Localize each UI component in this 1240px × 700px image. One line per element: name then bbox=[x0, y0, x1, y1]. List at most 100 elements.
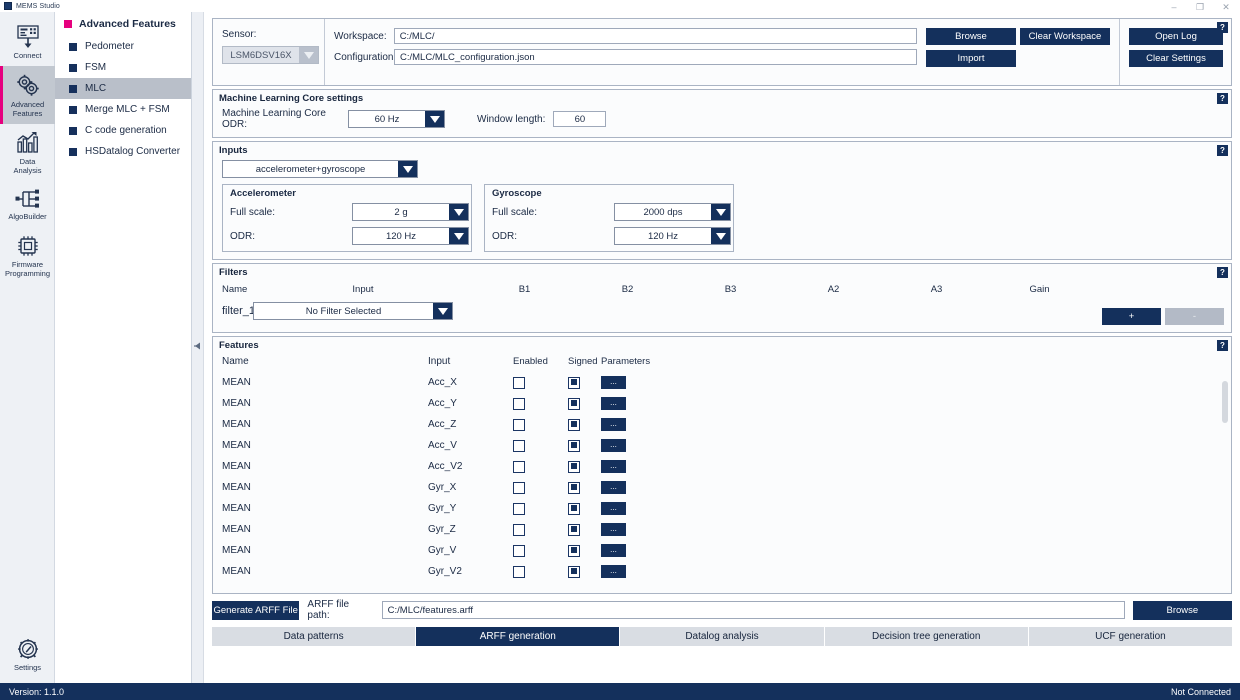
features-scrollbar[interactable] bbox=[1222, 381, 1228, 581]
feature-parameters-button[interactable]: ... bbox=[601, 460, 626, 473]
gyr-odr-value: 120 Hz bbox=[647, 230, 679, 242]
feature-parameters-button[interactable]: ... bbox=[601, 481, 626, 494]
rail-item-firmware-programming[interactable]: Firmware Programming bbox=[0, 227, 55, 284]
browse-button[interactable]: Browse bbox=[926, 28, 1016, 45]
feature-signed-checkbox[interactable] bbox=[568, 544, 580, 557]
acc-odr-select[interactable]: 120 Hz bbox=[352, 227, 469, 245]
nav-item-merge-mlc-fsm[interactable]: Merge MLC + FSM bbox=[55, 99, 191, 120]
gyr-full-scale-select[interactable]: 2000 dps bbox=[614, 203, 731, 221]
feature-input: Acc_V2 bbox=[428, 461, 463, 472]
nav-item-pedometer[interactable]: Pedometer bbox=[55, 36, 191, 57]
feature-parameters-button[interactable]: ... bbox=[601, 565, 626, 578]
sensor-select[interactable]: LSM6DSV16X bbox=[222, 46, 319, 64]
rail-label-algobuilder: AlgoBuilder bbox=[8, 212, 47, 221]
rail-item-advanced-features[interactable]: Advanced Features bbox=[0, 66, 55, 124]
feature-input: Acc_Y bbox=[428, 398, 457, 409]
feature-signed-checkbox[interactable] bbox=[568, 376, 580, 389]
feature-enabled-checkbox[interactable] bbox=[513, 481, 525, 494]
feature-signed-checkbox[interactable] bbox=[568, 502, 580, 515]
feature-enabled-checkbox[interactable] bbox=[513, 376, 525, 389]
feature-parameters-button[interactable]: ... bbox=[601, 439, 626, 452]
window-length-input[interactable] bbox=[553, 111, 607, 127]
clear-settings-button[interactable]: Clear Settings bbox=[1129, 50, 1223, 67]
nav-panel: Advanced Features Pedometer FSM MLC Merg… bbox=[55, 12, 192, 683]
sidebar-collapse-button[interactable] bbox=[192, 12, 204, 683]
help-button[interactable]: ? bbox=[1217, 340, 1228, 351]
feature-enabled-checkbox[interactable] bbox=[513, 397, 525, 410]
close-icon[interactable]: ✕ bbox=[1222, 1, 1230, 12]
help-button[interactable]: ? bbox=[1217, 145, 1228, 156]
import-button[interactable]: Import bbox=[926, 50, 1016, 67]
feature-enabled-checkbox[interactable] bbox=[513, 439, 525, 452]
feature-enabled-checkbox[interactable] bbox=[513, 544, 525, 557]
rail-item-connect[interactable]: Connect bbox=[0, 18, 55, 66]
workspace-input[interactable] bbox=[393, 28, 917, 44]
version-label: Version: 1.1.0 bbox=[9, 686, 65, 697]
feature-enabled-checkbox[interactable] bbox=[513, 418, 525, 431]
rail-item-settings[interactable]: Settings bbox=[0, 630, 55, 678]
feature-enabled-checkbox[interactable] bbox=[513, 565, 525, 578]
tab-ucf-generation[interactable]: UCF generation bbox=[1028, 627, 1233, 646]
clear-workspace-button[interactable]: Clear Workspace bbox=[1020, 28, 1110, 45]
feature-parameters-button[interactable]: ... bbox=[601, 376, 626, 389]
open-log-button[interactable]: Open Log bbox=[1129, 28, 1223, 45]
feature-enabled-checkbox[interactable] bbox=[513, 523, 525, 536]
maximize-icon[interactable]: ❐ bbox=[1195, 1, 1205, 12]
feature-parameters-button[interactable]: ... bbox=[601, 397, 626, 410]
nav-item-c-code-generation[interactable]: C code generation bbox=[55, 120, 191, 141]
rail-item-algobuilder[interactable]: AlgoBuilder bbox=[0, 181, 55, 227]
gyr-odr-label: ODR: bbox=[492, 230, 517, 242]
gyr-odr-select[interactable]: 120 Hz bbox=[614, 227, 731, 245]
filter-type-select[interactable]: No Filter Selected bbox=[253, 302, 453, 320]
feature-signed-checkbox[interactable] bbox=[568, 439, 580, 452]
help-button[interactable]: ? bbox=[1217, 22, 1228, 33]
features-panel: ? Features Name Input Enabled Signed Par… bbox=[212, 336, 1232, 594]
add-filter-button[interactable]: + bbox=[1102, 308, 1161, 325]
workspace-panel: ? Sensor: LSM6DSV16X Workspace: Configur… bbox=[212, 18, 1232, 86]
feature-parameters-button[interactable]: ... bbox=[601, 502, 626, 515]
nav-item-hsdatalog-converter[interactable]: HSDatalog Converter bbox=[55, 141, 191, 162]
tab-arff-generation[interactable]: ARFF generation bbox=[416, 627, 621, 646]
feature-signed-checkbox[interactable] bbox=[568, 565, 580, 578]
input-source-select[interactable]: accelerometer+gyroscope bbox=[222, 160, 418, 178]
nav-item-label: C code generation bbox=[85, 125, 167, 136]
feature-signed-checkbox[interactable] bbox=[568, 460, 580, 473]
app-title: MEMS Studio bbox=[16, 2, 60, 10]
feature-parameters-button[interactable]: ... bbox=[601, 544, 626, 557]
bullet-icon bbox=[69, 84, 77, 93]
feature-signed-checkbox[interactable] bbox=[568, 397, 580, 410]
bottom-tabs: Data patterns ARFF generation Datalog an… bbox=[212, 627, 1233, 646]
feature-signed-checkbox[interactable] bbox=[568, 418, 580, 431]
chevron-down-icon bbox=[433, 303, 452, 319]
help-button[interactable]: ? bbox=[1217, 93, 1228, 104]
features-scrollbar-thumb[interactable] bbox=[1222, 381, 1228, 423]
arff-path-input[interactable] bbox=[381, 601, 1125, 619]
feature-name: MEAN bbox=[222, 461, 251, 472]
configuration-input[interactable] bbox=[394, 49, 917, 65]
filters-title: Filters bbox=[219, 267, 248, 278]
tab-decision-tree-generation[interactable]: Decision tree generation bbox=[824, 627, 1029, 646]
feature-enabled-checkbox[interactable] bbox=[513, 460, 525, 473]
feature-parameters-button[interactable]: ... bbox=[601, 418, 626, 431]
arff-browse-button[interactable]: Browse bbox=[1132, 600, 1232, 620]
nav-item-mlc[interactable]: MLC bbox=[55, 78, 191, 99]
tab-datalog-analysis[interactable]: Datalog analysis bbox=[620, 627, 825, 646]
table-row: MEAN Gyr_Y... bbox=[213, 498, 1231, 519]
feature-signed-checkbox[interactable] bbox=[568, 481, 580, 494]
rail-item-data-analysis[interactable]: Data Analysis bbox=[0, 124, 55, 181]
generate-arff-button[interactable]: Generate ARFF File bbox=[212, 600, 300, 620]
mlc-odr-select[interactable]: 60 Hz bbox=[348, 110, 445, 128]
feature-signed-checkbox[interactable] bbox=[568, 523, 580, 536]
acc-full-scale-value: 2 g bbox=[394, 206, 408, 218]
help-button[interactable]: ? bbox=[1217, 267, 1228, 278]
workspace-label: Workspace: bbox=[334, 30, 387, 42]
minimize-icon[interactable]: – bbox=[1171, 1, 1177, 12]
nav-item-fsm[interactable]: FSM bbox=[55, 57, 191, 78]
acc-full-scale-select[interactable]: 2 g bbox=[352, 203, 469, 221]
feature-parameters-button[interactable]: ... bbox=[601, 523, 626, 536]
bullet-icon bbox=[69, 42, 77, 51]
tab-data-patterns[interactable]: Data patterns bbox=[212, 627, 417, 646]
bullet-icon bbox=[69, 126, 77, 135]
feature-enabled-checkbox[interactable] bbox=[513, 502, 525, 515]
